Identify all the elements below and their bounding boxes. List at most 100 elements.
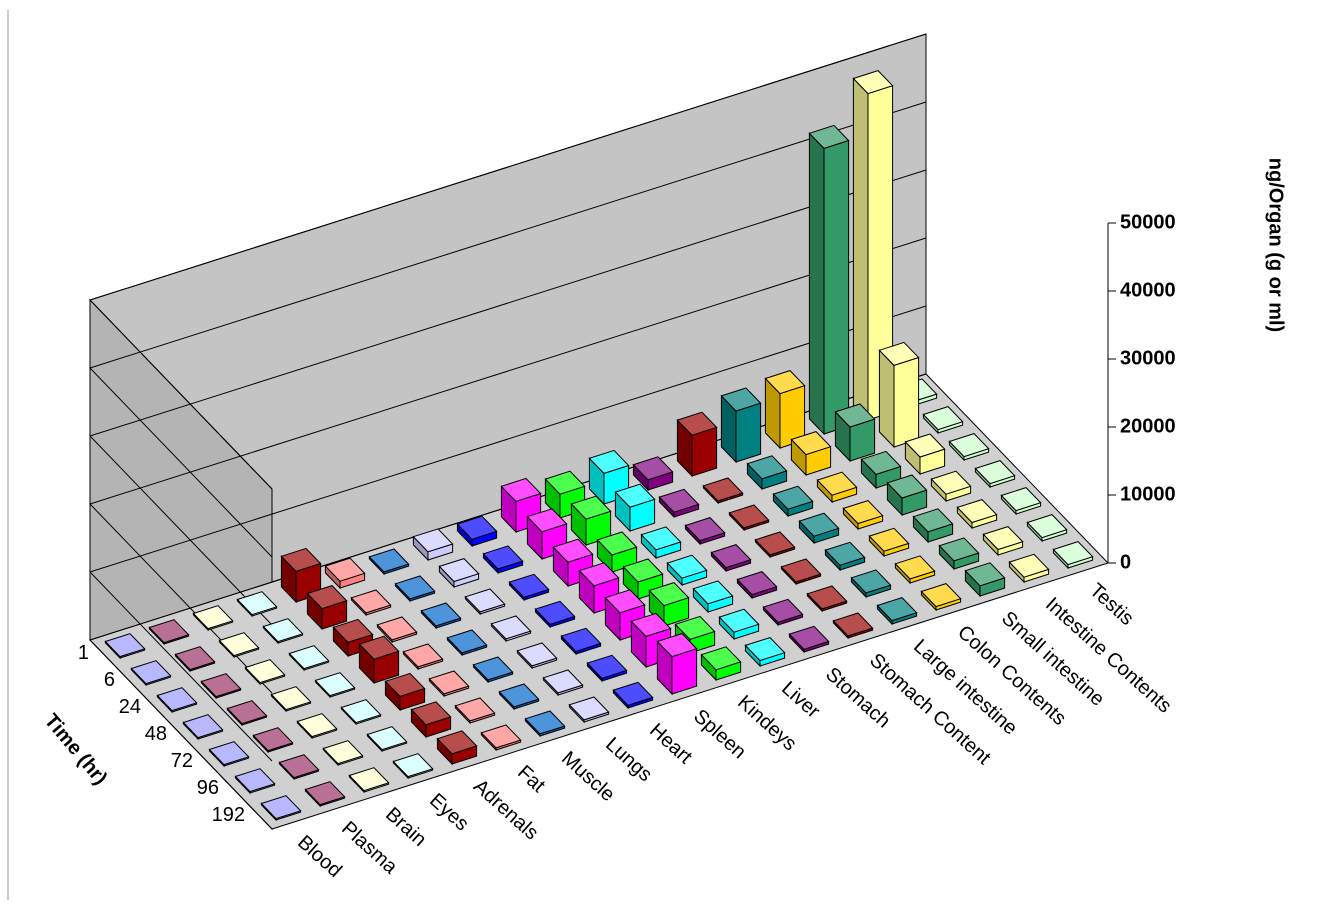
bar [790, 431, 832, 477]
bar-top [156, 687, 198, 712]
bar [658, 488, 700, 519]
bar-top [304, 781, 346, 806]
bar [746, 455, 788, 491]
bar [280, 547, 322, 604]
bar [314, 672, 356, 699]
bar [226, 700, 268, 727]
bar-top [974, 460, 1016, 485]
bar [350, 589, 392, 617]
bar-top [296, 713, 338, 738]
grid-line [89, 101, 927, 558]
bar [744, 637, 786, 668]
bar [568, 696, 610, 724]
bar [104, 633, 146, 660]
bar-top [226, 700, 268, 725]
bar-top [270, 686, 312, 711]
bar [234, 768, 276, 795]
bar [808, 124, 850, 436]
bar-top [762, 598, 804, 623]
bar-top [612, 681, 654, 706]
bar-top [816, 471, 858, 496]
bar-top [366, 726, 408, 751]
bar-top [860, 450, 902, 475]
bar-top [526, 508, 568, 533]
bar [816, 471, 858, 504]
bar-top [764, 370, 806, 395]
bar [754, 531, 796, 559]
bar-top [446, 629, 488, 654]
bar-top [640, 526, 682, 551]
bar [832, 612, 874, 640]
bar-top [438, 558, 480, 583]
bar [570, 495, 612, 547]
bar [402, 643, 444, 671]
bar-top [410, 701, 452, 726]
bar-top [508, 573, 550, 598]
bar [648, 582, 690, 628]
bar [588, 449, 630, 506]
bar-top [710, 544, 752, 569]
bar [200, 673, 242, 700]
bar [640, 526, 682, 560]
bar-top [834, 403, 876, 428]
bar [384, 672, 426, 712]
bar-top [780, 558, 822, 583]
bar-top [350, 589, 392, 614]
bar-top [842, 500, 884, 525]
bar-top [876, 597, 918, 622]
bar [684, 517, 726, 546]
y-tick-label: 0 [1120, 551, 1131, 573]
bar [278, 754, 320, 781]
bar-top [1026, 514, 1068, 539]
bar-top [718, 608, 760, 633]
bar-top [982, 526, 1024, 551]
bar-top [544, 470, 586, 495]
bar-front [823, 139, 850, 435]
bar [904, 433, 946, 476]
bar [456, 515, 498, 548]
bar-top [542, 669, 584, 694]
bar-top [480, 724, 522, 749]
bar-top [500, 477, 542, 502]
bar-top [288, 645, 330, 670]
bar [632, 456, 674, 492]
bar [472, 656, 514, 684]
time-label: 192 [212, 804, 245, 826]
bar-top [358, 635, 400, 660]
bar [764, 370, 806, 450]
bar-top [534, 600, 576, 625]
bar [676, 411, 718, 478]
bar-top [648, 582, 690, 607]
bar [974, 460, 1016, 489]
organ-label: Brain [381, 803, 430, 851]
bar [824, 541, 866, 572]
grid-line [89, 33, 927, 490]
bar [376, 616, 418, 644]
bar-top [622, 558, 664, 583]
bar [912, 508, 954, 544]
bar [322, 740, 364, 767]
bar-top [260, 795, 302, 820]
bar-top [340, 699, 382, 724]
bar-top [200, 673, 242, 698]
bar-top [922, 406, 964, 431]
y-axis-title: ng/Organ (g or ml) [1265, 158, 1287, 332]
bar-top [614, 483, 656, 508]
bar-top [938, 537, 980, 562]
bar-top [490, 615, 532, 640]
organ-label: Eyes [425, 789, 473, 835]
bar-top [702, 477, 744, 502]
bar [306, 585, 348, 631]
bar-top [234, 768, 276, 793]
bar [798, 512, 840, 545]
bar [490, 615, 532, 643]
bar [526, 508, 568, 561]
bar-top [182, 714, 224, 739]
bar-top [808, 124, 850, 149]
bar-top [948, 433, 990, 458]
bar-top [674, 615, 716, 640]
bar [410, 701, 452, 739]
bar [392, 753, 434, 780]
y-tick-label: 10000 [1120, 483, 1176, 505]
bar [852, 70, 894, 422]
